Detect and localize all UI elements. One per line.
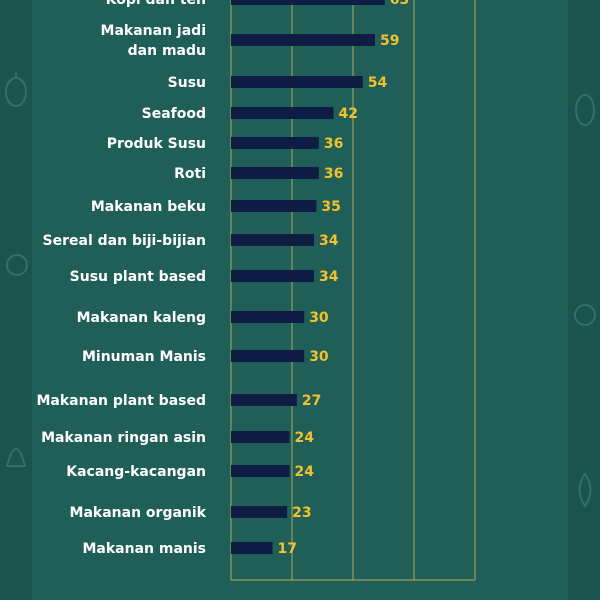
value-label: 34: [319, 269, 339, 285]
value-label: 35: [321, 199, 340, 215]
food-doodle-icon: [575, 94, 595, 126]
bar: [231, 234, 314, 246]
bar: [231, 465, 290, 477]
category-label: Makanan jadi dan madu: [101, 23, 206, 59]
category-label: Susu: [168, 75, 206, 91]
bar: [231, 167, 319, 179]
category-label: Seafood: [142, 106, 206, 122]
bar: [231, 137, 319, 149]
category-label: Minuman Manis: [82, 349, 206, 365]
bar: [231, 350, 305, 362]
food-doodle-icon: [6, 254, 28, 276]
bar: [231, 542, 273, 554]
value-label: 17: [277, 541, 296, 557]
category-label: Kacang-kacangan: [66, 464, 206, 480]
bar: [231, 431, 290, 443]
bar: [231, 311, 305, 323]
value-label: 27: [302, 393, 321, 409]
category-label: Kopi dan teh: [106, 0, 206, 8]
value-label: 36: [324, 136, 343, 152]
bar: [231, 506, 288, 518]
category-label: Makanan beku: [91, 199, 206, 215]
value-label: 23: [292, 505, 311, 521]
food-doodle-icon: [5, 72, 27, 107]
category-label: Makanan manis: [82, 541, 206, 557]
value-label: 30: [309, 349, 329, 365]
category-label: Makanan ringan asin: [41, 430, 206, 446]
bar: [231, 107, 334, 119]
value-label: 54: [368, 75, 388, 91]
value-label: 34: [319, 233, 339, 249]
value-label: 59: [380, 33, 399, 49]
value-label: 63: [390, 0, 409, 8]
category-label: Produk Susu: [107, 136, 206, 152]
bar: [231, 394, 297, 406]
bar: [231, 0, 385, 5]
category-label: Sereal dan biji-bijian: [43, 233, 206, 249]
bar: [231, 76, 363, 88]
food-doodle-icon: [578, 472, 592, 508]
left-decoration-band: [0, 0, 32, 600]
value-label: 24: [295, 464, 315, 480]
food-doodle-icon: [5, 448, 27, 467]
value-label: 24: [295, 430, 315, 446]
category-label: Makanan organik: [70, 505, 207, 521]
bar: [231, 34, 375, 46]
value-label: 42: [338, 106, 357, 122]
category-label: Roti: [174, 166, 206, 182]
right-decoration-band: [568, 0, 600, 600]
food-doodle-icon: [574, 304, 596, 326]
bar: [231, 270, 314, 282]
value-label: 30: [309, 310, 329, 326]
value-label: 36: [324, 166, 343, 182]
category-label: Makanan kaleng: [77, 310, 206, 326]
category-label: Susu plant based: [70, 269, 206, 285]
bar: [231, 200, 317, 212]
category-label: Makanan plant based: [36, 393, 206, 409]
